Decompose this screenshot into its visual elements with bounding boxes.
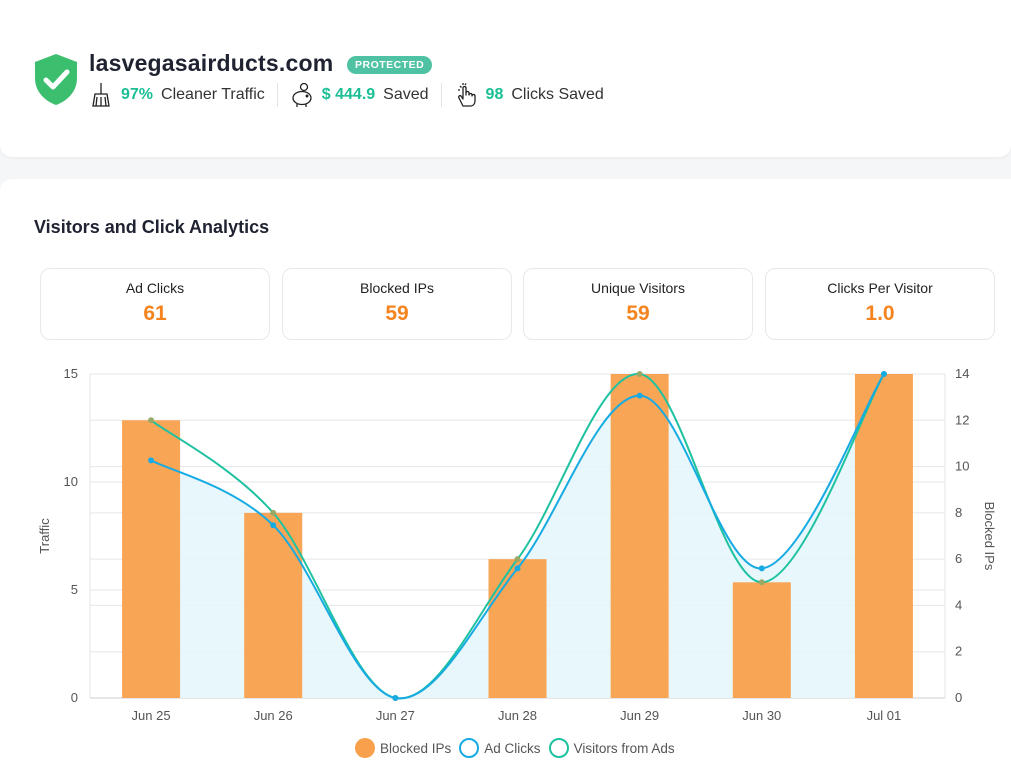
legend-swatch [548, 738, 569, 758]
y-left-tick-label: 15 [64, 366, 78, 381]
money-saved-value: $ 444.9 [321, 86, 376, 103]
money-saved-label: Saved [383, 86, 429, 103]
point-visitors-from-ads [514, 556, 521, 563]
money-saved-stat: $ 444.9 Saved [290, 82, 429, 108]
metric-unique-visitors: Unique Visitors 59 [523, 268, 753, 340]
section-title: Visitors and Click Analytics [34, 217, 270, 237]
clicks-saved-stat: 98 Clicks Saved [454, 82, 604, 108]
clicks-saved-label: Clicks Saved [511, 86, 604, 103]
legend-swatch [355, 738, 375, 758]
point-visitors-from-ads [636, 371, 643, 377]
metric-label: Unique Visitors [591, 280, 685, 296]
point-ad-clicks [514, 565, 521, 572]
metric-value: 59 [385, 302, 409, 325]
metric-label: Ad Clicks [125, 280, 185, 296]
y-right-tick-label: 8 [955, 505, 962, 520]
point-ad-clicks [148, 457, 155, 464]
bar-blocked-ips [122, 420, 181, 698]
y-right-tick-label: 14 [955, 366, 969, 381]
analytics-chart: 0 5 10 15 0 2 4 6 8 10 12 14 Jun 25 Jun 26 Jun 27 Jun 2… [37, 366, 997, 723]
y-right-tick-label: 0 [955, 690, 962, 705]
point-ad-clicks [392, 695, 399, 701]
bar-blocked-ips [854, 374, 913, 698]
point-visitors-from-ads [758, 579, 765, 586]
y-right-tick-label: 12 [955, 412, 969, 427]
legend-label: Visitors from Ads [573, 740, 675, 756]
point-ad-clicks [636, 392, 643, 399]
cleaner-traffic-stat: 97% Cleaner Traffic [89, 82, 265, 108]
legend-item-ad-clicks[interactable]: Ad Clicks [459, 738, 541, 758]
y-left-axis-label: Traffic [37, 518, 52, 554]
y-left-tick-label: 5 [71, 582, 78, 597]
protected-badge: PROTECTED [347, 56, 433, 74]
x-tick-label: Jun 27 [376, 708, 415, 723]
point-visitors-from-ads [270, 509, 277, 516]
chart-legend: Blocked IPs Ad Clicks Visitors from Ads [355, 738, 683, 758]
site-header-card: lasvegasairducts.com PROTECTED 97% Clean… [0, 0, 1011, 157]
point-ad-clicks [880, 371, 887, 377]
legend-item-blocked-ips[interactable]: Blocked IPs [355, 738, 451, 758]
y-right-tick-label: 4 [955, 597, 962, 612]
divider [440, 83, 442, 107]
metric-ad-clicks: Ad Clicks 61 [40, 268, 270, 340]
legend-label: Blocked IPs [380, 740, 452, 756]
savings-stats: 97% Cleaner Traffic $ 444.9 Saved [89, 80, 604, 110]
hand-click-icon [457, 83, 476, 107]
bar-blocked-ips [488, 559, 547, 698]
point-ad-clicks [758, 565, 765, 572]
y-left-tick-label: 0 [71, 690, 78, 705]
bar-blocked-ips [244, 512, 303, 698]
metric-label: Clicks Per Visitor [827, 280, 933, 296]
clicks-saved-value: 98 [485, 86, 504, 103]
point-visitors-from-ads [148, 417, 155, 424]
ad-clicks-area [151, 374, 884, 699]
bar-blocked-ips [732, 582, 791, 698]
y-right-tick-label: 6 [955, 551, 962, 566]
y-right-tick-label: 2 [955, 644, 962, 659]
x-tick-label: Jun 29 [620, 708, 659, 723]
point-ad-clicks [270, 522, 277, 529]
metric-value: 61 [143, 302, 167, 325]
legend-item-visitors-from-ads[interactable]: Visitors from Ads [548, 738, 675, 758]
cleaner-traffic-value: 97% [121, 86, 154, 103]
site-domain: lasvegasairducts.com [89, 50, 334, 76]
metric-value: 59 [626, 302, 650, 325]
metric-value: 1.0 [865, 302, 895, 325]
metric-clicks-per-visitor: Clicks Per Visitor 1.0 [765, 268, 995, 340]
shield-check-icon [35, 54, 77, 105]
x-tick-label: Jun 26 [254, 708, 293, 723]
y-right-tick-label: 10 [955, 459, 969, 474]
legend-label: Ad Clicks [484, 740, 541, 756]
x-tick-label: Jun 25 [132, 708, 171, 723]
piggy-bank-icon [292, 82, 312, 107]
x-tick-label: Jul 01 [867, 708, 902, 723]
cleaner-traffic-label: Cleaner Traffic [161, 86, 265, 103]
divider [276, 83, 278, 107]
metric-label: Blocked IPs [360, 280, 434, 296]
y-left-tick-label: 10 [64, 474, 78, 489]
legend-swatch [459, 738, 480, 758]
metric-blocked-ips: Blocked IPs 59 [282, 268, 512, 340]
x-tick-label: Jun 28 [498, 708, 537, 723]
y-right-axis-label: Blocked IPs [982, 502, 997, 571]
broom-icon [92, 83, 110, 107]
x-tick-label: Jun 30 [742, 708, 781, 723]
bar-blocked-ips [610, 374, 669, 698]
